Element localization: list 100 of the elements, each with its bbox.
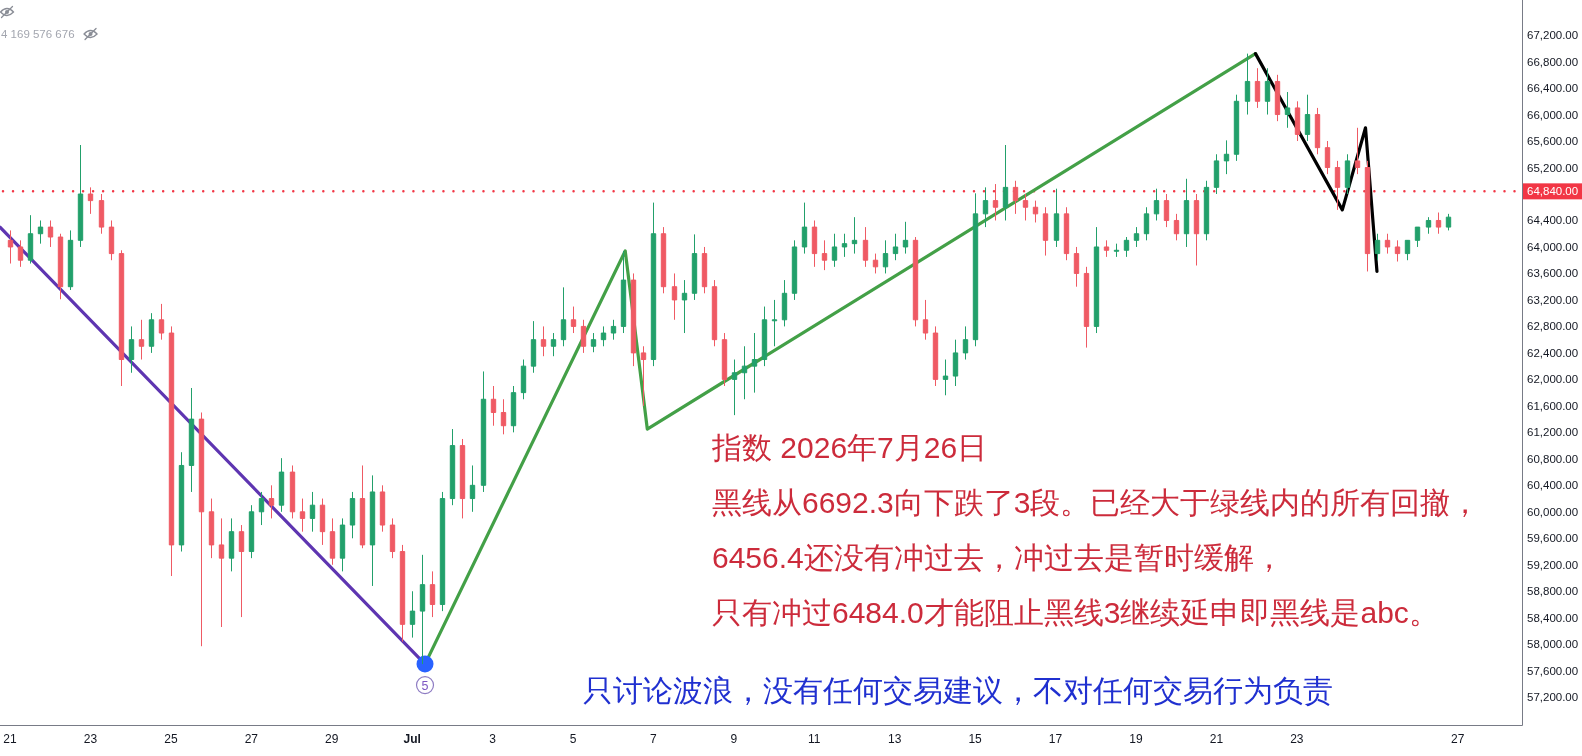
candlestick [77,144,84,248]
candlestick [128,325,135,374]
x-tick-label: Jul [403,732,421,746]
candlestick [1042,206,1049,257]
candlestick [87,186,94,215]
candlestick [1073,246,1080,288]
y-tick-label: 64,400.00 [1527,214,1579,227]
y-tick-label: 67,200.00 [1527,29,1579,42]
candlestick [319,498,326,546]
y-tick-label: 62,000.00 [1527,373,1579,386]
x-tick-label: 17 [1048,732,1063,746]
candlestick [1213,153,1220,195]
y-tick-label: 65,600.00 [1527,135,1579,148]
candlestick [258,491,265,526]
annotation: 5 [421,678,429,693]
x-tick-label: 19 [1129,732,1143,746]
candlestick [359,464,366,549]
candlestick [299,498,306,533]
candlestick [228,517,235,572]
candlestick [389,517,396,559]
candlestick [1193,193,1200,266]
candlestick [1394,239,1401,263]
candlestick [369,474,376,587]
candlestick [309,491,316,533]
candlestick [1244,53,1251,116]
candlestick [1123,236,1130,258]
annotation: 只有冲过6484.0才能阻止黑线3继续延申即黑线是abc。 [712,596,1439,629]
candlestick [731,359,738,416]
y-tick-label: 65,200.00 [1527,161,1579,174]
candlestick [17,239,24,268]
y-tick-label: 57,600.00 [1527,664,1579,677]
candlestick [27,214,34,265]
candlestick [1324,140,1331,175]
candlestick [600,325,607,347]
candlestick [1334,160,1341,211]
candlestick [1425,216,1432,235]
candlestick [1032,200,1039,223]
candlestick [872,253,879,274]
candlestick [339,517,346,572]
x-tick-label: 27 [1450,732,1465,746]
candlestick [580,319,587,354]
y-tick-label: 63,200.00 [1527,293,1579,306]
candlestick [1294,100,1301,142]
candlestick [942,359,949,396]
x-tick-label: 5 [569,732,577,746]
x-tick-label: 9 [730,732,738,746]
candlestick [429,570,436,618]
y-tick-label: 66,800.00 [1527,55,1579,68]
y-tick-label: 57,200.00 [1527,691,1579,704]
candlestick [851,216,858,255]
candlestick [108,219,115,261]
candlestick [751,332,758,394]
candlestick [1354,127,1361,175]
ref-line-label: 64,840.00 [1527,185,1579,198]
candlestick [1022,193,1029,221]
candlestick [691,233,698,301]
x-tick-label: 11 [808,732,821,746]
candlestick [208,498,215,559]
candlestick [1083,266,1090,349]
candlestick [1183,178,1190,248]
candlestick [671,272,678,321]
candlestick [811,219,818,268]
candlestick [1344,153,1351,195]
y-tick-label: 60,000.00 [1527,505,1579,518]
candlestick [329,517,336,566]
candlestick [771,299,778,347]
annotation: 只讨论波浪，没有任何交易建议，不对任何交易行为负责 [583,674,1333,707]
y-tick-label: 66,000.00 [1527,108,1579,121]
y-tick-label: 60,800.00 [1527,452,1579,465]
y-tick-label: 59,200.00 [1527,558,1579,571]
candlestick [409,590,416,639]
candlestick [1264,67,1271,116]
candlestick [98,193,105,235]
y-tick-label: 62,800.00 [1527,320,1579,333]
candlestick [741,345,748,400]
candlestick [238,524,245,618]
y-tick-label: 66,400.00 [1527,82,1579,95]
y-tick-label: 58,000.00 [1527,638,1579,651]
candlestick [1173,213,1180,241]
candlestick [419,554,426,665]
x-tick-label: 27 [244,732,259,746]
candlestick [1113,243,1120,258]
candlestick [1374,233,1381,261]
candlestick [681,279,688,334]
candlestick [882,239,889,274]
candlestick [1012,180,1019,215]
candlestick [1414,226,1421,248]
candlestick [138,319,145,361]
candlestick [1103,239,1110,258]
candlestick [198,411,205,647]
candlestick [590,332,597,353]
candlestick [47,219,54,248]
y-tick-label: 63,600.00 [1527,267,1579,280]
candlestick [922,299,929,341]
candlestick [620,250,627,334]
candlestick [982,186,989,228]
candlestick [610,319,617,341]
x-tick-label: 25 [164,732,178,746]
candlestick [500,398,507,435]
x-tick-label: 3 [489,732,497,746]
